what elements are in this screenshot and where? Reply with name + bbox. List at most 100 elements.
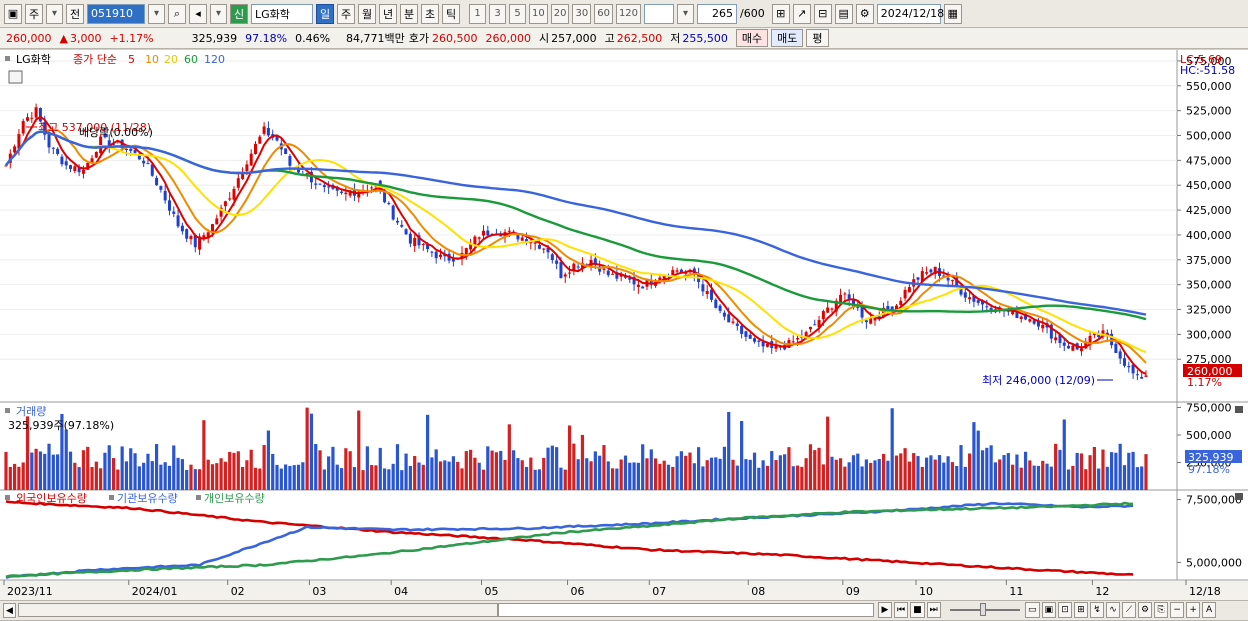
search-icon[interactable]: ⌕ [168, 3, 186, 24]
candle-body [1114, 343, 1118, 354]
period-year[interactable]: 년 [379, 3, 397, 24]
speaker-icon[interactable]: ◂ [189, 3, 207, 24]
toolbar: ▣ 주 ▾ 전 051910 ▾ ⌕ ◂ ▾ 신 LG화학 일 주 월 년 분 … [0, 0, 1248, 28]
zoom-out-icon[interactable]: − [1170, 602, 1185, 618]
layout-icon[interactable]: ▣ [4, 3, 22, 24]
chart-wave-icon[interactable]: ∿ [1106, 602, 1121, 618]
stock-chart[interactable]: 575,000 550,000 525,000 500,000 475,000 450,0… [0, 50, 1248, 600]
horizontal-scrollbar[interactable] [18, 603, 498, 617]
rewind-icon[interactable]: ⏮ [894, 602, 909, 618]
layout-4-icon[interactable]: ⊞ [1074, 602, 1089, 618]
volume-bar [942, 462, 946, 490]
candle-body [890, 306, 894, 312]
low-price: 255,500 [682, 31, 728, 45]
eval-button[interactable]: 평 [806, 29, 829, 47]
market-dropdown-icon[interactable]: ▾ [46, 3, 63, 24]
volume-bar [1101, 449, 1105, 490]
candle-body [722, 312, 726, 317]
market-select[interactable]: 주 [25, 3, 43, 24]
volume-bar [821, 464, 825, 490]
holdings-close-icon[interactable] [1235, 493, 1243, 500]
chart-trend-icon[interactable]: ⟋ [1122, 602, 1137, 618]
buy-button[interactable]: 매수 [735, 29, 769, 47]
play-icon[interactable]: ▶ [878, 602, 892, 618]
period-day[interactable]: 일 [316, 3, 334, 24]
candle-body [1101, 330, 1105, 336]
candle-body [585, 264, 589, 266]
forward-icon[interactable]: ⏭ [926, 602, 941, 618]
candle-body [60, 156, 64, 165]
volume-close-icon[interactable] [1235, 406, 1243, 413]
save-icon[interactable]: ▤ [834, 3, 853, 24]
interval-3[interactable]: 3 [489, 3, 506, 24]
volume-bar [925, 457, 929, 490]
volume-bar [714, 457, 718, 490]
period-month[interactable]: 월 [358, 3, 376, 24]
candle-body [223, 201, 227, 207]
volume-bar [1144, 454, 1148, 490]
price-tick-label: 300,000 [1186, 328, 1232, 341]
interval-10[interactable]: 10 [529, 3, 548, 24]
zoom-in-icon[interactable]: + [1186, 602, 1201, 618]
font-size-icon[interactable]: A [1202, 602, 1217, 618]
volume-bar [245, 460, 249, 490]
tools-icon[interactable]: ⚙ [1138, 602, 1153, 618]
sell-button[interactable]: 매도 [771, 29, 804, 47]
compare-icon[interactable]: ⊟ [813, 3, 832, 24]
code-dropdown-icon[interactable]: ▾ [148, 3, 165, 24]
period-second[interactable]: 초 [421, 3, 439, 24]
candle-body [710, 289, 714, 300]
volume-bar [740, 420, 744, 490]
candle-body [636, 284, 640, 288]
volume-bar [21, 462, 25, 490]
speaker-dropdown-icon[interactable]: ▾ [210, 3, 227, 24]
candle-body [507, 230, 511, 232]
export-icon[interactable]: ⎘ [1154, 602, 1169, 618]
scrollbar-track[interactable] [498, 603, 874, 617]
interval-60[interactable]: 60 [594, 3, 613, 24]
candle-body [972, 295, 976, 302]
period-minute[interactable]: 분 [400, 3, 418, 24]
date-input[interactable]: 2024/12/18 [876, 3, 944, 24]
volume-bar [344, 448, 348, 490]
candle-body [576, 266, 580, 268]
interval-20[interactable]: 20 [550, 3, 570, 24]
zoom-slider-handle[interactable] [980, 603, 986, 616]
draw-tool-icon[interactable]: ↗ [792, 3, 811, 24]
period-week[interactable]: 주 [337, 3, 355, 24]
volume-bar [1140, 466, 1144, 490]
calendar-icon[interactable]: ▦ [943, 3, 962, 24]
chart-line-icon[interactable]: ↯ [1090, 602, 1105, 618]
price-tick-label: 575,000 [1186, 55, 1232, 68]
layout-3-icon[interactable]: ⊡ [1058, 602, 1073, 618]
scroll-left-icon[interactable]: ◀ [3, 603, 16, 618]
volume-bar [34, 448, 38, 490]
interval-120[interactable]: 120 [615, 3, 642, 24]
last-price-box [1183, 364, 1242, 377]
interval-30[interactable]: 30 [572, 3, 592, 24]
layout-2-icon[interactable]: ▣ [1041, 602, 1057, 618]
volume-bar [258, 468, 262, 490]
chart-type-icon[interactable]: ⊞ [771, 3, 790, 24]
candle-body [262, 126, 266, 134]
candle-body [210, 224, 214, 234]
stock-code-input[interactable]: 051910 [87, 3, 145, 24]
count-input[interactable]: 265 [697, 3, 738, 24]
interval-1[interactable]: 1 [469, 3, 486, 24]
volume-bar [352, 467, 357, 490]
interval-dropdown-icon[interactable]: ▾ [677, 3, 695, 24]
stop-icon[interactable]: ■ [910, 602, 925, 618]
volume-bar [955, 465, 959, 490]
period-tick[interactable]: 틱 [442, 3, 460, 24]
candle-body [705, 291, 709, 295]
high-note: 최고 537,000 (11/28) [38, 121, 151, 134]
prefix-button[interactable]: 전 [66, 3, 84, 24]
candle-body [99, 136, 103, 154]
interval-custom-input[interactable] [644, 3, 675, 24]
layout-1-icon[interactable]: ▭ [1025, 602, 1040, 618]
candle-body [51, 147, 55, 149]
gear-icon[interactable]: ⚙ [855, 3, 874, 24]
table-icon[interactable] [8, 70, 23, 84]
interval-5[interactable]: 5 [509, 3, 526, 24]
volume-bar [438, 461, 443, 490]
